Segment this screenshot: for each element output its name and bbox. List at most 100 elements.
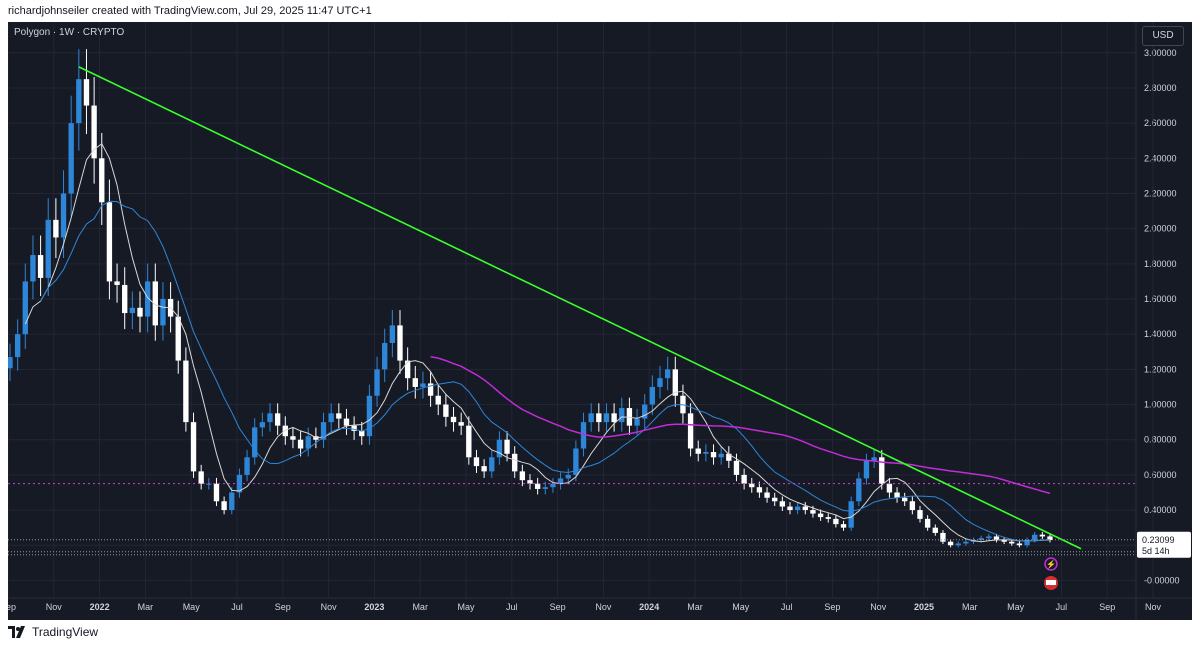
candle-body [466, 425, 472, 458]
candle-body [351, 425, 357, 431]
candle-body [1001, 539, 1007, 542]
y-tick-label: 2.80000 [1144, 83, 1177, 93]
x-tick-label: May [1007, 602, 1025, 612]
x-tick-label: Nov [1145, 602, 1162, 612]
y-tick-label: 1.60000 [1144, 294, 1177, 304]
candle-body [450, 416, 457, 423]
candle-body [955, 543, 961, 546]
candle-body [672, 369, 678, 396]
candle-body [427, 383, 434, 396]
chart-canvas[interactable]: 3.00000 2.80000 2.60000 2.40000 2.20000 2.000… [8, 22, 1192, 620]
candle-body [726, 453, 732, 461]
x-tick-label: Jul [781, 602, 793, 612]
candle-body [947, 541, 954, 546]
candle-body [772, 497, 778, 502]
candle-body [328, 413, 334, 423]
candle-body [1024, 539, 1030, 546]
y-tick-label: 1.40000 [1144, 329, 1177, 339]
lightning-event-icon [1044, 557, 1058, 571]
candle-body [22, 281, 28, 335]
y-tick-label: 0.40000 [1144, 505, 1177, 515]
x-tick-label: Mar [412, 602, 428, 612]
candle-body [359, 430, 365, 437]
currency-button[interactable]: USD [1142, 26, 1184, 46]
candle-body [1016, 543, 1023, 546]
candle-body [198, 471, 204, 484]
candle-body [152, 281, 158, 326]
chart-panel[interactable]: 3.00000 2.80000 2.60000 2.40000 2.20000 2.000… [8, 22, 1192, 620]
candle-body [404, 360, 411, 379]
candle-body [382, 342, 388, 370]
candle-body [397, 325, 403, 361]
candle-body [1047, 536, 1053, 540]
candle-body [703, 452, 709, 454]
x-tick-label: Sep [275, 602, 291, 612]
candle-body [894, 492, 900, 498]
candle-body [550, 483, 556, 488]
candle-body [603, 413, 610, 423]
ma-white-line [24, 142, 1051, 543]
candle-body [978, 538, 984, 540]
candle-body [343, 418, 350, 426]
candle-body [1039, 534, 1046, 537]
candle-body [412, 378, 418, 387]
candle-body [741, 474, 747, 484]
candle-body [504, 439, 510, 454]
x-tick-label: Sep [550, 602, 566, 612]
candle-body [175, 316, 181, 361]
candle-body [229, 492, 235, 511]
candle-body [917, 510, 923, 519]
candle-body [779, 501, 786, 507]
candle-body [519, 471, 526, 481]
candle-body [114, 281, 120, 285]
candle-body [489, 457, 495, 472]
candle-body [902, 497, 908, 502]
candle-body [274, 413, 281, 426]
candle-body [764, 492, 770, 498]
candle-body [611, 413, 617, 423]
candle-body [527, 480, 533, 484]
candle-body [129, 307, 136, 314]
candle-body [8, 357, 13, 369]
y-tick-label: 2.60000 [1144, 118, 1177, 128]
candle-body [473, 457, 480, 467]
candle-body [160, 299, 166, 326]
symbol-legend[interactable]: Polygon · 1W · CRYPTO [14, 27, 125, 38]
candle-body [687, 413, 694, 449]
candle-body [305, 436, 311, 449]
x-tick-label: Mar [138, 602, 154, 612]
candle-body [420, 383, 426, 387]
x-tick-label: Jul [231, 602, 243, 612]
candle-body [580, 422, 587, 449]
candle-body [14, 334, 21, 358]
candle-body [259, 422, 266, 428]
x-tick-label: May [457, 602, 475, 612]
x-tick-label: Jul [506, 602, 518, 612]
candle-body [924, 518, 931, 528]
candle-body [458, 422, 464, 426]
candle-body [749, 483, 755, 488]
candle-body [221, 501, 227, 511]
tradingview-logo-icon [8, 626, 28, 638]
candle-body [565, 474, 571, 479]
x-tick-label: Mar [962, 602, 978, 612]
footer-brand-label: TradingView [32, 625, 99, 639]
candle-body [144, 281, 151, 317]
candle-body [297, 439, 304, 449]
candle-body [45, 219, 51, 278]
candle-body [30, 255, 36, 282]
candle-body [940, 532, 946, 542]
x-tick-label: 2024 [639, 602, 659, 612]
candle-body [557, 478, 564, 484]
candle-body [657, 378, 663, 387]
candle-body [60, 193, 67, 238]
candle-body [718, 453, 724, 458]
candle-body [963, 541, 969, 544]
x-tick-label: Nov [46, 602, 63, 612]
candle-body [435, 395, 441, 405]
candle-body [137, 307, 143, 317]
candle-body [53, 219, 59, 238]
y-tick-label: 0.60000 [1144, 470, 1177, 480]
last-price-tag [1137, 531, 1191, 558]
candle-body [840, 524, 847, 528]
